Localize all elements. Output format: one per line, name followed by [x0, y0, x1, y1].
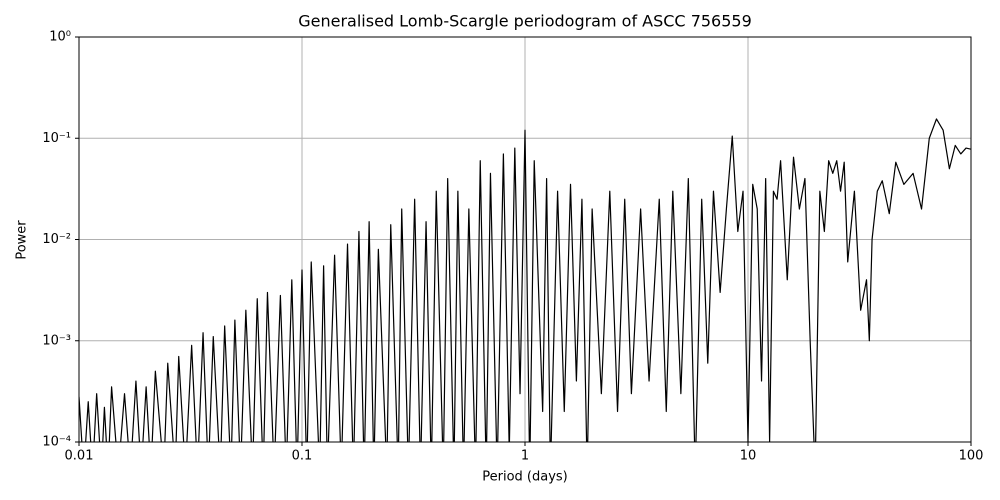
x-tick-label: 10	[740, 449, 757, 464]
chart-title: Generalised Lomb-Scargle periodogram of …	[298, 12, 752, 31]
periodogram-line	[79, 118, 971, 442]
y-tick-label: 10⁰	[49, 30, 71, 45]
plot-area	[79, 118, 971, 442]
y-axis-label: Power	[15, 220, 30, 260]
x-tick-label: 0.01	[65, 449, 94, 464]
y-tick-label: 10⁻³	[42, 333, 71, 348]
x-tick-label: 0.1	[292, 449, 313, 464]
y-tick-label: 10⁻⁴	[42, 435, 71, 450]
x-tick-label: 1	[521, 449, 529, 464]
x-axis-label: Period (days)	[482, 470, 568, 485]
y-tick-label: 10⁻¹	[42, 131, 71, 146]
y-tick-label: 10⁻²	[42, 232, 71, 247]
x-tick-label: 100	[959, 449, 984, 464]
